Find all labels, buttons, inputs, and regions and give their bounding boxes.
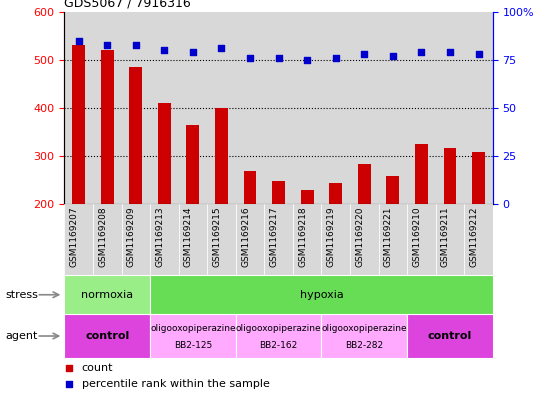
Bar: [379, 12, 407, 204]
Text: GSM1169212: GSM1169212: [469, 206, 478, 267]
Bar: [293, 204, 321, 275]
Bar: [244, 171, 256, 204]
Bar: [350, 204, 379, 275]
Bar: [321, 204, 350, 275]
Text: percentile rank within the sample: percentile rank within the sample: [82, 379, 269, 389]
Bar: [407, 204, 436, 275]
Point: [160, 47, 169, 53]
Bar: [179, 204, 207, 275]
Bar: [415, 144, 428, 204]
Text: GSM1169211: GSM1169211: [441, 206, 450, 267]
Text: GSM1169210: GSM1169210: [412, 206, 421, 267]
Bar: [407, 12, 436, 204]
Point: [388, 53, 397, 59]
Bar: [150, 275, 493, 314]
Bar: [272, 181, 285, 204]
Bar: [236, 204, 264, 275]
Text: GSM1169209: GSM1169209: [127, 206, 136, 267]
Bar: [64, 275, 150, 314]
Text: control: control: [85, 331, 129, 341]
Bar: [150, 204, 179, 275]
Bar: [293, 12, 321, 204]
Bar: [236, 314, 321, 358]
Bar: [215, 108, 228, 204]
Bar: [64, 204, 93, 275]
Text: oligooxopiperazine: oligooxopiperazine: [321, 324, 407, 333]
Bar: [436, 12, 464, 204]
Text: GSM1169219: GSM1169219: [326, 206, 335, 267]
Text: GSM1169214: GSM1169214: [184, 206, 193, 267]
Bar: [150, 12, 179, 204]
Point: [417, 49, 426, 55]
Bar: [179, 12, 207, 204]
Bar: [464, 204, 493, 275]
Bar: [64, 314, 150, 358]
Point: [131, 41, 140, 48]
Point: [74, 38, 83, 44]
Point: [188, 49, 198, 55]
Bar: [444, 147, 456, 204]
Bar: [464, 12, 493, 204]
Bar: [207, 12, 236, 204]
Bar: [158, 103, 171, 204]
Point: [103, 41, 112, 48]
Bar: [122, 12, 150, 204]
Point: [245, 55, 254, 61]
Point: [474, 51, 483, 57]
Bar: [358, 164, 371, 204]
Text: GSM1169215: GSM1169215: [212, 206, 221, 267]
Point: [64, 364, 73, 371]
Text: GSM1169217: GSM1169217: [269, 206, 279, 267]
Text: GSM1169218: GSM1169218: [298, 206, 307, 267]
Text: oligooxopiperazine: oligooxopiperazine: [150, 324, 236, 333]
Bar: [407, 314, 493, 358]
Bar: [150, 314, 236, 358]
Bar: [207, 204, 236, 275]
Bar: [129, 67, 142, 204]
Text: GSM1169208: GSM1169208: [98, 206, 108, 267]
Text: GSM1169216: GSM1169216: [241, 206, 250, 267]
Text: control: control: [428, 331, 472, 341]
Bar: [379, 204, 407, 275]
Point: [217, 45, 226, 51]
Bar: [436, 204, 464, 275]
Text: BB2-162: BB2-162: [259, 341, 298, 350]
Bar: [472, 152, 485, 204]
Bar: [264, 12, 293, 204]
Bar: [301, 190, 314, 204]
Text: GSM1169213: GSM1169213: [155, 206, 165, 267]
Bar: [321, 12, 350, 204]
Point: [274, 55, 283, 61]
Bar: [350, 12, 379, 204]
Bar: [93, 204, 122, 275]
Text: GSM1169221: GSM1169221: [384, 206, 393, 267]
Text: GDS5067 / 7916316: GDS5067 / 7916316: [64, 0, 191, 9]
Text: hypoxia: hypoxia: [300, 290, 343, 300]
Point: [360, 51, 368, 57]
Bar: [329, 183, 342, 204]
Bar: [386, 176, 399, 204]
Text: stress: stress: [6, 290, 39, 300]
Bar: [264, 204, 293, 275]
Point: [302, 57, 311, 63]
Bar: [72, 46, 85, 204]
Text: GSM1169220: GSM1169220: [355, 206, 364, 267]
Bar: [93, 12, 122, 204]
Bar: [101, 50, 114, 204]
Text: BB2-125: BB2-125: [174, 341, 212, 350]
Point: [64, 381, 73, 387]
Text: oligooxopiperazine: oligooxopiperazine: [236, 324, 321, 333]
Bar: [186, 125, 199, 204]
Text: count: count: [82, 362, 113, 373]
Text: BB2-282: BB2-282: [345, 341, 384, 350]
Bar: [122, 204, 150, 275]
Text: normoxia: normoxia: [81, 290, 133, 300]
Bar: [236, 12, 264, 204]
Point: [331, 55, 340, 61]
Bar: [321, 314, 407, 358]
Text: GSM1169207: GSM1169207: [69, 206, 78, 267]
Bar: [64, 12, 93, 204]
Point: [446, 49, 455, 55]
Text: agent: agent: [6, 331, 38, 341]
